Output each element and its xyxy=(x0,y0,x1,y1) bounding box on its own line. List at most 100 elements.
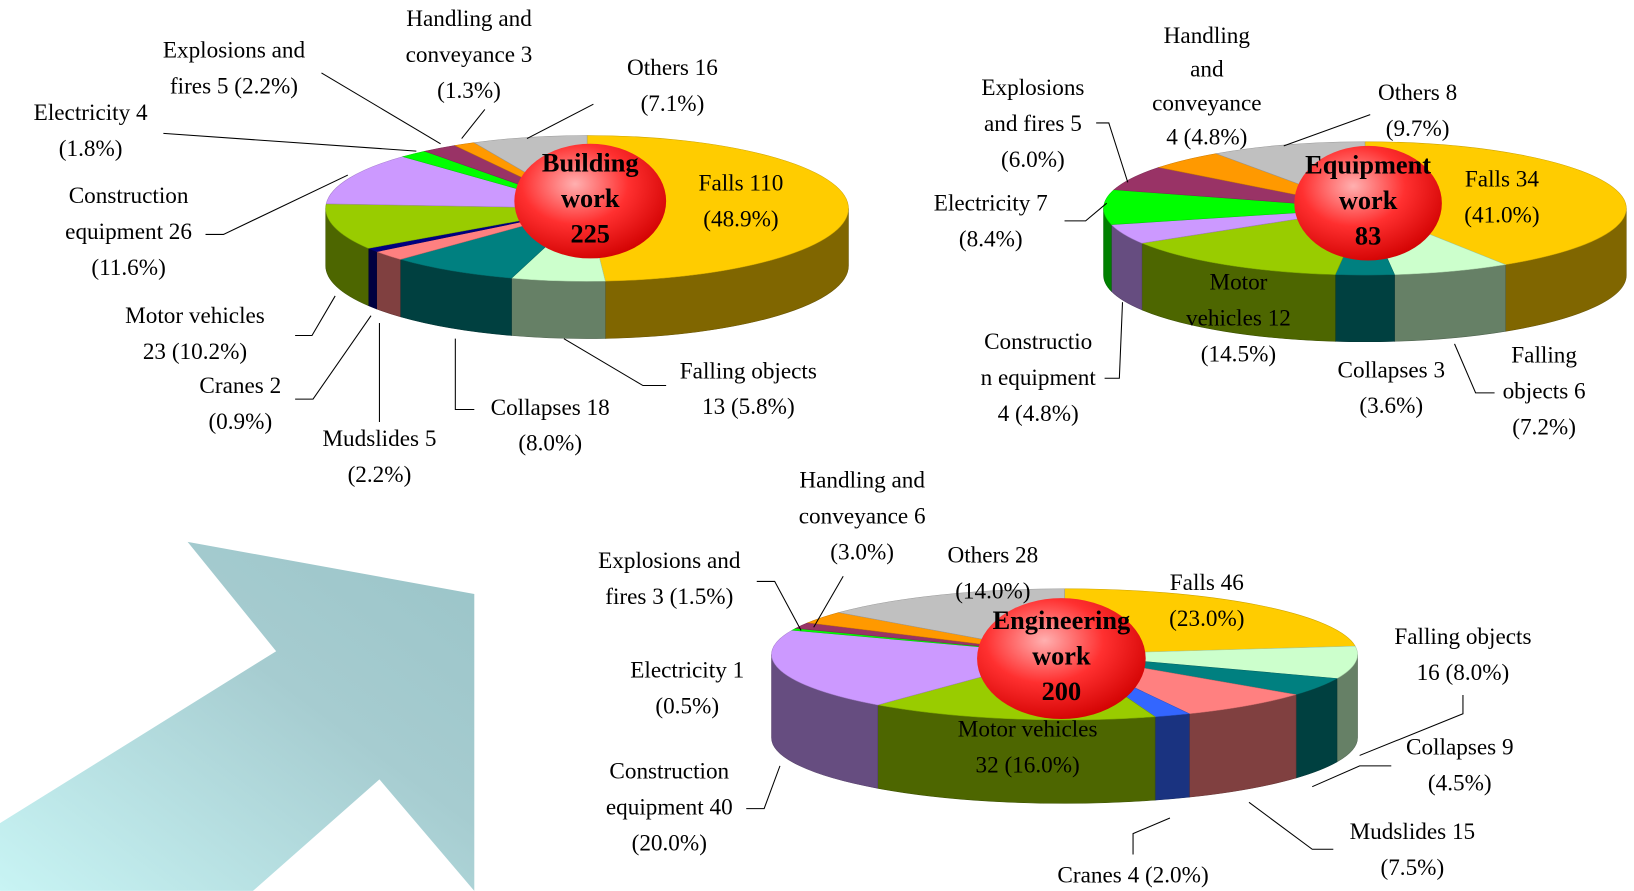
slice-label: Others 8 xyxy=(1378,79,1457,105)
slice-label: 16 (8.0%) xyxy=(1417,659,1510,685)
slice-label: 4 (4.8%) xyxy=(998,400,1079,426)
pie-title: 83 xyxy=(1355,222,1381,251)
slice-label: and xyxy=(1190,56,1224,82)
leader-line xyxy=(1096,122,1129,183)
slice-label: fires 5 (2.2%) xyxy=(170,72,298,98)
leader-line xyxy=(1454,343,1495,394)
slice-label: Falling xyxy=(1511,342,1577,368)
slice-side xyxy=(511,277,606,339)
leader-line xyxy=(526,103,594,140)
leader-line xyxy=(756,580,802,631)
slice-label: (48.9%) xyxy=(703,206,778,232)
pie-title: work xyxy=(1339,186,1398,215)
slice-side xyxy=(368,247,377,310)
slice-label: (7.1%) xyxy=(641,90,705,116)
slice-side xyxy=(1154,713,1190,801)
slice-label: equipment 26 xyxy=(65,218,192,244)
total-badge xyxy=(977,598,1146,719)
slice-label: 13 (5.8%) xyxy=(702,393,795,419)
slice-label: Mudslides 5 xyxy=(322,425,436,451)
slice-label: (11.6%) xyxy=(91,254,165,280)
slice-side xyxy=(1335,274,1395,343)
slice-label: (8.4%) xyxy=(959,226,1023,252)
slice-label: (3.6%) xyxy=(1359,392,1423,418)
slice-side xyxy=(376,251,401,318)
slice-label: Cranes 2 xyxy=(199,372,281,398)
slice-label: (20.0%) xyxy=(632,829,707,855)
slice-label: (7.2%) xyxy=(1512,414,1576,440)
slice-label: (6.0%) xyxy=(1001,146,1065,172)
leader-line xyxy=(563,338,667,387)
slice-label: (7.5%) xyxy=(1380,854,1444,880)
slice-label: Falls 46 xyxy=(1170,569,1244,595)
leader-line xyxy=(1132,817,1171,855)
slice-label: objects 6 xyxy=(1503,378,1586,404)
slice-label: Others 16 xyxy=(627,54,718,80)
slice-label: 4 (4.8%) xyxy=(1166,123,1247,149)
slice-side xyxy=(1394,264,1506,342)
leader-line xyxy=(1248,801,1334,850)
leader-line xyxy=(813,575,844,628)
pie-title: work xyxy=(561,184,620,213)
slice-label: Cranes 4 (2.0%) xyxy=(1057,862,1208,888)
total-badge xyxy=(1294,145,1442,261)
slice-label: conveyance 3 xyxy=(406,41,533,67)
slice-label: Constructio xyxy=(984,328,1092,354)
slice-label: Motor xyxy=(1209,269,1267,295)
slice-label: conveyance 6 xyxy=(799,503,926,529)
slice-label: Falling objects xyxy=(680,357,817,383)
slice-label: (3.0%) xyxy=(830,539,894,565)
slice-label: Explosions xyxy=(981,74,1084,100)
leader-line xyxy=(163,132,417,152)
pie-title: Equipment xyxy=(1305,151,1431,180)
slice-label: (2.2%) xyxy=(348,461,412,487)
slice-label: Construction xyxy=(609,758,729,784)
leader-line xyxy=(1359,695,1464,756)
slice-label: Electricity 4 xyxy=(34,99,148,125)
slice-label: (14.5%) xyxy=(1201,341,1276,367)
slice-label: (23.0%) xyxy=(1169,605,1244,631)
canvas: Building work 225 Falls 110 (48.9%) Falling o… xyxy=(0,5,1627,891)
slice-label: Explosions and xyxy=(598,547,741,573)
leader-line xyxy=(461,109,486,139)
slice-label: Handling and xyxy=(406,5,532,31)
slice-label: 23 (10.2%) xyxy=(143,338,247,364)
slice-label: conveyance xyxy=(1152,90,1261,116)
pie-title: Engineering xyxy=(993,606,1131,635)
leader-line xyxy=(295,315,372,400)
slice-label: (9.7%) xyxy=(1386,115,1450,141)
pie-title: work xyxy=(1032,642,1091,671)
leader-line xyxy=(205,174,349,235)
slice-label: Explosions and xyxy=(163,36,306,62)
slice-label: vehicles 12 xyxy=(1186,305,1291,331)
leader-line xyxy=(454,338,475,411)
pie-title: 200 xyxy=(1042,677,1082,706)
total-badge xyxy=(514,143,667,259)
slice-label: Electricity 7 xyxy=(934,190,1048,216)
slice-label: (1.3%) xyxy=(437,77,501,103)
leader-line xyxy=(746,765,781,810)
slice-label: fires 3 (1.5%) xyxy=(605,583,733,609)
slice-label: Electricity 1 xyxy=(630,656,744,682)
arrow xyxy=(0,541,475,891)
pie-title: 225 xyxy=(570,220,610,249)
slice-label: Collapses 18 xyxy=(491,394,610,420)
slice-label: (0.9%) xyxy=(208,408,272,434)
leader-line xyxy=(1283,114,1371,147)
slice-label: Construction xyxy=(69,182,189,208)
slice-label: Falling objects xyxy=(1394,623,1531,649)
slice-label: Handling xyxy=(1164,22,1251,48)
slice xyxy=(1103,189,1365,225)
slice-label: 32 (16.0%) xyxy=(976,752,1080,778)
slice-label: (4.5%) xyxy=(1428,770,1492,796)
leader-line xyxy=(295,295,336,337)
slice-side xyxy=(1295,678,1338,779)
slice-label: Others 28 xyxy=(947,542,1038,568)
leader-line xyxy=(1064,202,1108,222)
slice-label: Mudslides 15 xyxy=(1350,818,1476,844)
leader-line xyxy=(321,72,441,145)
slice-label: (14.0%) xyxy=(955,578,1030,604)
slice-label: Collapses 3 xyxy=(1338,356,1446,382)
leader-line xyxy=(1312,765,1392,788)
